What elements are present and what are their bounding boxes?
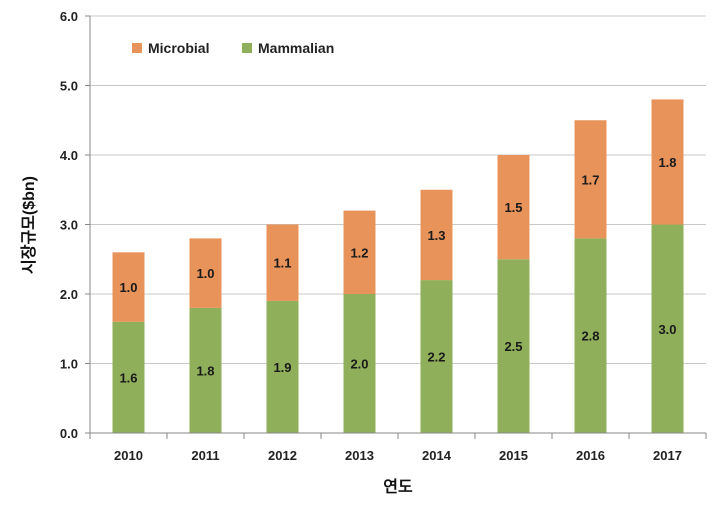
data-label-microbial: 1.2 [350, 245, 368, 260]
data-label-mammalian: 3.0 [658, 322, 676, 337]
x-axis-title: 연도 [383, 478, 413, 496]
legend-label-microbial: Microbial [148, 40, 209, 56]
bar-mammalian [112, 321, 145, 433]
data-labels: 1.6 1.0 1.8 1.0 1.9 1.1 2.0 1.2 2.2 1.3 2.5 1.5 2.8 1… [119, 155, 676, 385]
legend-swatch-mammalian [242, 43, 252, 53]
x-tick-label: 2010 [114, 448, 143, 463]
data-label-mammalian: 2.5 [504, 339, 522, 354]
data-label-microbial: 1.0 [196, 266, 214, 281]
bar-microbial [266, 224, 299, 301]
bars [112, 99, 684, 433]
data-label-microbial: 1.3 [427, 228, 445, 243]
x-tick-label: 2015 [499, 448, 528, 463]
bar-microbial [343, 210, 376, 294]
y-tick-label: 6.0 [60, 9, 78, 24]
y-tick-label: 3.0 [60, 218, 78, 233]
y-tick-label: 0.0 [60, 426, 78, 441]
data-label-microbial: 1.0 [119, 280, 137, 295]
x-tick-label: 2012 [268, 448, 297, 463]
legend: Microbial Mammalian [132, 40, 334, 56]
bar-mammalian [574, 238, 607, 433]
bar-microbial [189, 238, 222, 308]
x-tick-labels: 2010 2011 2012 2013 2014 2015 2016 2017 [89, 433, 707, 463]
y-tick-labels: 0.0 1.0 2.0 3.0 4.0 5.0 6.0 [60, 9, 90, 441]
bar-microbial [574, 120, 607, 239]
y-tick-label: 5.0 [60, 79, 78, 94]
y-tick-label: 1.0 [60, 357, 78, 372]
bar-microbial [420, 189, 453, 281]
data-label-microbial: 1.8 [658, 155, 676, 170]
data-label-mammalian: 1.9 [273, 360, 291, 375]
x-tick-label: 2011 [191, 448, 219, 463]
legend-label-mammalian: Mammalian [258, 40, 334, 56]
data-label-mammalian: 2.8 [581, 329, 599, 344]
y-tick-label: 2.0 [60, 287, 78, 302]
bar-mammalian [266, 300, 299, 433]
data-label-microbial: 1.7 [581, 172, 599, 187]
data-label-microbial: 1.5 [504, 200, 522, 215]
x-tick-label: 2013 [345, 448, 374, 463]
bar-microbial [497, 155, 530, 260]
x-tick-label: 2017 [653, 448, 682, 463]
bar-mammalian [189, 307, 222, 433]
y-axis-title: 시장규모($bn) [20, 176, 38, 274]
legend-swatch-microbial [132, 43, 142, 53]
bar-mammalian [343, 294, 376, 433]
x-tick-label: 2016 [576, 448, 605, 463]
x-tick-label: 2014 [422, 448, 452, 463]
data-label-microbial: 1.1 [273, 256, 291, 271]
data-label-mammalian: 2.2 [427, 350, 445, 365]
bar-mammalian [497, 259, 530, 433]
data-label-mammalian: 1.8 [196, 363, 214, 378]
bar-mammalian [420, 280, 453, 433]
bar-mammalian [651, 224, 684, 433]
y-tick-label: 4.0 [60, 148, 78, 163]
bar-microbial [112, 252, 145, 322]
data-label-mammalian: 1.6 [119, 370, 137, 385]
gridlines [90, 15, 706, 364]
data-label-mammalian: 2.0 [350, 357, 368, 372]
bar-microbial [651, 99, 684, 225]
